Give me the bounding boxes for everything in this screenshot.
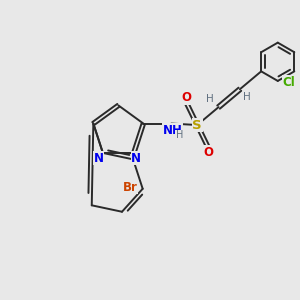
Text: Cl: Cl [283,76,295,89]
Text: H: H [176,130,183,140]
Text: NH: NH [163,124,183,136]
Text: N: N [131,152,141,165]
Text: S: S [192,118,202,131]
Text: N: N [94,152,103,165]
Text: Br: Br [123,181,138,194]
Text: H: H [206,94,214,104]
Text: O: O [181,92,191,104]
Text: O: O [203,146,213,159]
Text: H: H [243,92,251,103]
